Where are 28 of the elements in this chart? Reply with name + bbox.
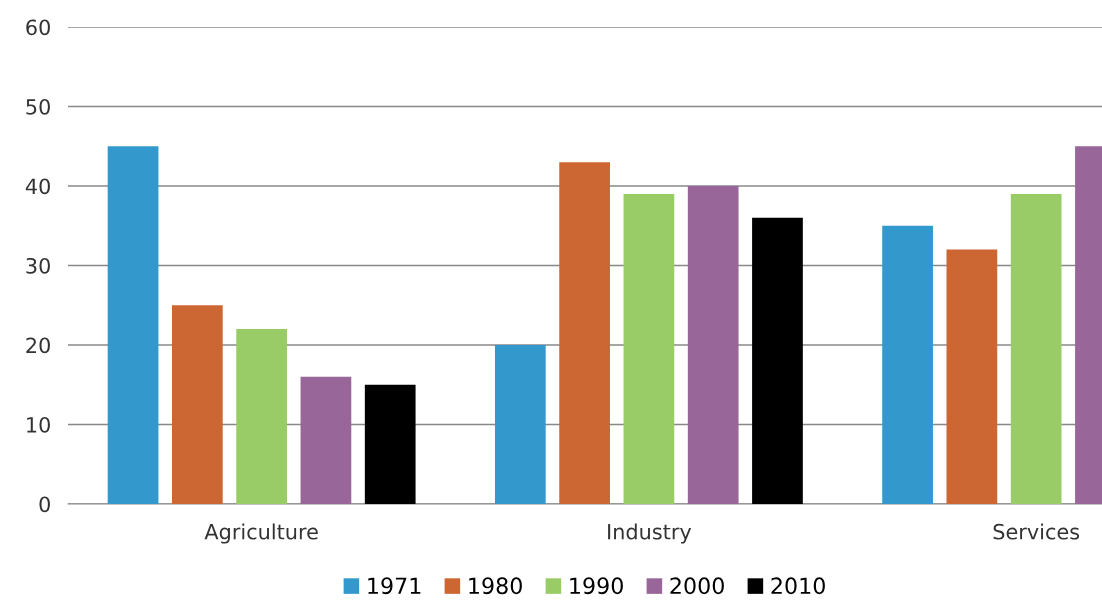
bar <box>364 384 416 504</box>
bar <box>1010 193 1062 504</box>
legend-label: 2000 <box>670 577 724 595</box>
bar <box>107 146 159 504</box>
bar <box>300 376 352 504</box>
x-tick-label: Industry <box>608 523 692 544</box>
x-tick-label: Agriculture <box>204 523 318 544</box>
legend-label: 1990 <box>570 577 623 595</box>
y-tick-label: 40 <box>25 178 50 195</box>
bar <box>882 225 933 504</box>
x-tick-label: Services <box>993 523 1080 540</box>
bar <box>623 193 675 504</box>
bar <box>752 217 803 504</box>
legend-label: 2010 <box>771 577 825 595</box>
bar <box>171 305 223 504</box>
bar <box>236 329 287 504</box>
legend-label: 1980 <box>469 577 522 595</box>
bar <box>494 345 546 504</box>
y-tick-label: 10 <box>27 416 50 433</box>
y-tick-label: 60 <box>26 19 50 36</box>
y-tick-label: 30 <box>26 257 50 274</box>
legend-label: 1971 <box>368 577 421 595</box>
y-tick-label: 0 <box>39 496 50 513</box>
bar <box>946 249 998 504</box>
y-tick-label: 20 <box>26 337 50 354</box>
bar <box>559 162 610 504</box>
bar <box>687 186 739 504</box>
y-tick-label: 50 <box>26 98 50 115</box>
